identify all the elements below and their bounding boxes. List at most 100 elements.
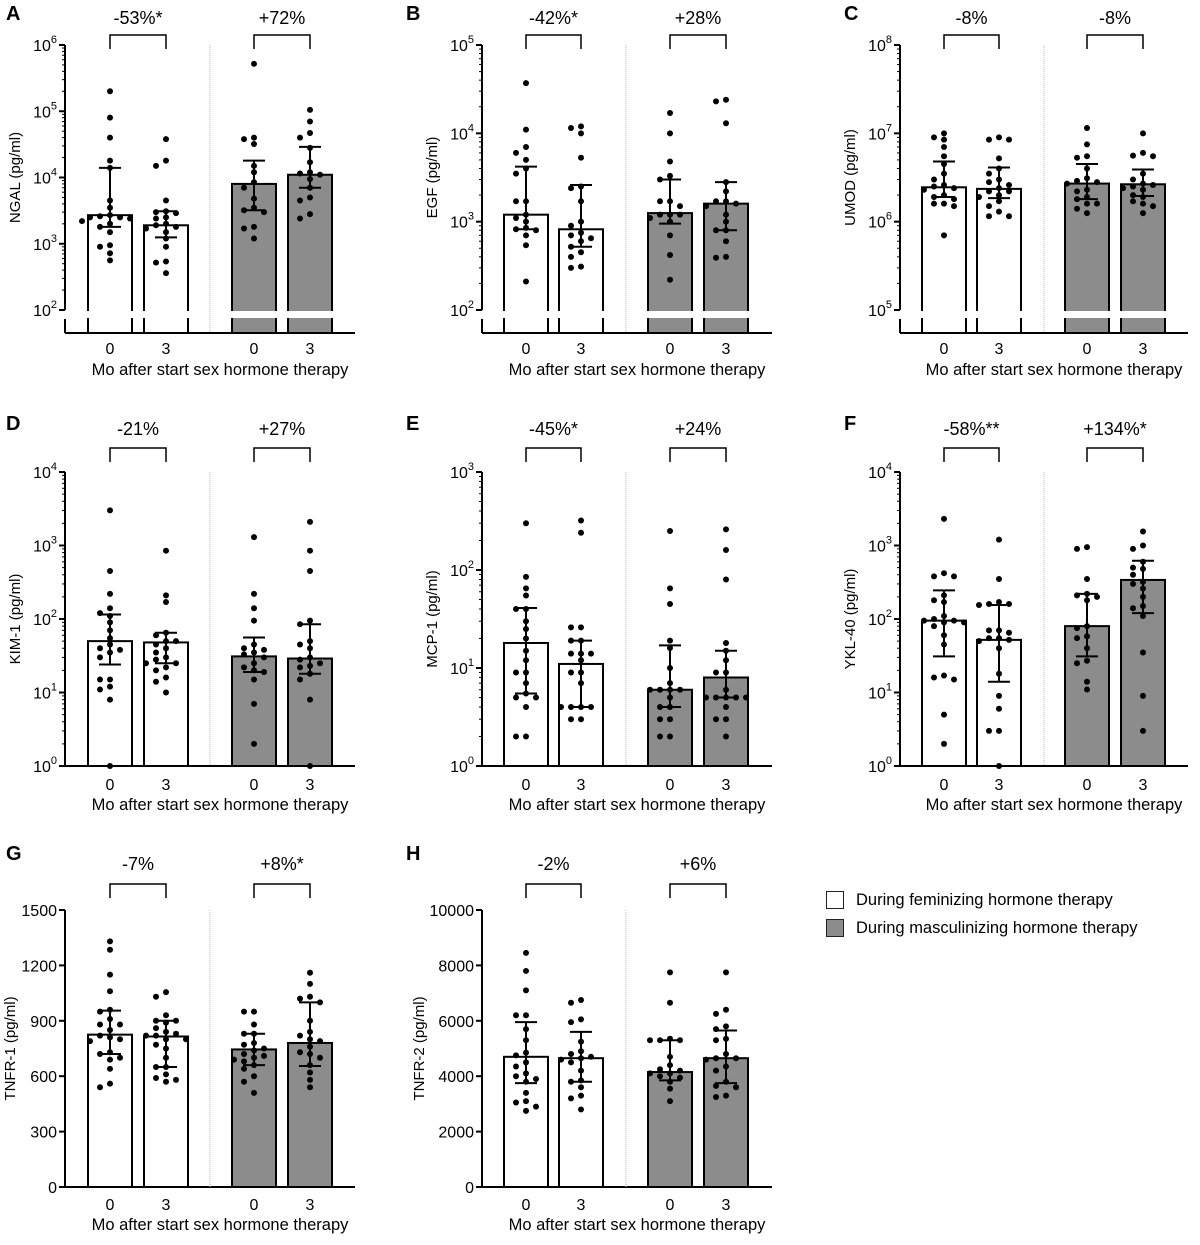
data-point [523, 278, 529, 285]
y-tick-label: 106 [868, 211, 892, 232]
axis-break [1062, 311, 1112, 318]
data-point [163, 1012, 169, 1019]
data-point [647, 1070, 653, 1077]
y-tick-label: 10000 [430, 903, 475, 920]
panel-G: G 0 300 600 900 1200 1500 TNFR-1 (pg/ml) 0 3 -7% 0 3… [0, 840, 400, 1245]
data-point [647, 215, 653, 222]
x-tick-label: 0 [250, 777, 259, 794]
data-point [588, 235, 594, 242]
data-point [578, 529, 584, 536]
data-point [733, 1055, 739, 1062]
data-point [931, 573, 937, 580]
x-axis-label: Mo after start sex hormone therapy [92, 1216, 350, 1234]
x-axis-label: Mo after start sex hormone therapy [926, 361, 1184, 379]
data-point [568, 716, 574, 723]
comparison-label: +8%* [260, 854, 304, 874]
data-point [931, 597, 937, 604]
data-point [513, 1099, 519, 1106]
data-point [307, 129, 313, 136]
data-point [558, 1056, 564, 1063]
data-point [578, 154, 584, 161]
data-point [1150, 182, 1156, 189]
data-point [307, 763, 313, 769]
data-point [251, 141, 257, 148]
data-point [941, 144, 947, 151]
data-point [87, 1038, 93, 1045]
data-point [713, 254, 719, 261]
x-tick-label: 3 [306, 777, 315, 794]
data-point [667, 232, 673, 239]
data-point [667, 109, 673, 116]
data-point [241, 1008, 247, 1015]
comparison-bracket [253, 883, 311, 898]
data-point [173, 638, 179, 645]
data-point [657, 716, 663, 723]
y-axis-label: YKL-40 (pg/ml) [842, 569, 859, 670]
data-point [996, 155, 1002, 162]
data-point [1074, 154, 1080, 161]
comparison-bracket [253, 34, 311, 49]
data-point [107, 157, 113, 164]
data-point [97, 645, 103, 652]
data-point [941, 136, 947, 143]
data-point [657, 686, 663, 693]
data-point [931, 183, 937, 190]
data-point [523, 1089, 529, 1096]
data-point [97, 676, 103, 683]
data-point [513, 733, 519, 740]
data-point [107, 507, 113, 514]
y-tick-label: 600 [30, 1069, 57, 1086]
data-point [986, 170, 992, 177]
data-point [723, 238, 729, 245]
data-point [986, 136, 992, 143]
comparison-bracket [669, 34, 727, 49]
data-point [163, 157, 169, 164]
data-point [568, 222, 574, 229]
data-point [667, 276, 673, 283]
data-point [723, 526, 729, 533]
data-point [523, 156, 529, 163]
x-tick-label: 0 [522, 777, 531, 794]
data-point [107, 1080, 113, 1087]
x-tick-label: 0 [1083, 341, 1092, 358]
bar [1064, 182, 1110, 334]
data-point [523, 987, 529, 994]
data-point [657, 1073, 663, 1080]
data-point [523, 1098, 529, 1105]
data-point [107, 696, 113, 703]
comparison-bracket [525, 883, 582, 898]
x-tick-label: 3 [995, 777, 1004, 794]
data-point [107, 938, 113, 945]
y-tick-label: 101 [450, 657, 474, 678]
legend-swatch-masculinizing [826, 919, 844, 937]
data-point [667, 585, 673, 592]
data-point [578, 1092, 584, 1099]
data-point [1130, 198, 1136, 205]
y-tick-label: 100 [33, 755, 57, 776]
comparison-bracket [943, 34, 1000, 49]
data-point [1120, 185, 1126, 192]
data-point [107, 971, 113, 978]
data-point [996, 692, 1002, 699]
data-point [667, 733, 673, 740]
data-point [558, 703, 564, 710]
data-point [723, 1092, 729, 1099]
data-point [297, 641, 303, 648]
data-point [1074, 625, 1080, 632]
comparison-bracket [109, 34, 167, 49]
data-point [743, 694, 749, 701]
data-point [117, 646, 123, 653]
data-point [307, 993, 313, 1000]
data-point [1006, 600, 1012, 607]
data-point [986, 600, 992, 607]
data-point [513, 170, 519, 177]
data-point [163, 197, 169, 204]
panel-letter: H [406, 843, 420, 865]
data-point [523, 949, 529, 956]
y-tick-label: 104 [33, 167, 57, 188]
data-point [261, 1045, 267, 1052]
data-point [568, 232, 574, 239]
y-tick-label: 1500 [21, 903, 57, 920]
data-point [513, 149, 519, 156]
data-point [941, 711, 947, 718]
